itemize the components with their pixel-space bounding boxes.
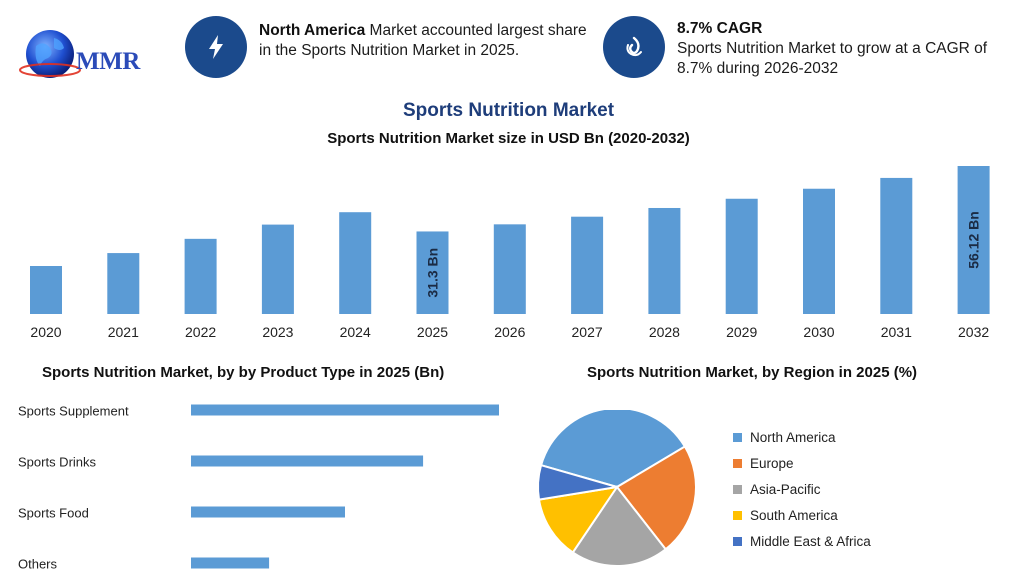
legend-label: Europe <box>750 455 794 471</box>
bar-2028 <box>648 207 681 314</box>
lightning-icon <box>185 16 247 78</box>
pie-slice-middle-east-africa <box>537 463 618 501</box>
legend-swatch <box>733 536 742 546</box>
pie-slice-south-america <box>537 485 620 554</box>
info1-text: Market accounted largest share in the Sp… <box>259 22 587 59</box>
bar-2025 <box>416 231 449 314</box>
product-chart-title: Sports Nutrition Market, by by Product T… <box>42 364 445 381</box>
legend-swatch <box>733 458 742 468</box>
legend-label: North America <box>750 429 836 445</box>
pie-slice-asia-pacific <box>571 485 668 567</box>
info-north-america: North America Market accounted largest s… <box>259 21 589 61</box>
legend-item: Asia-Pacific <box>733 476 871 502</box>
x-tick-label: 2032 <box>958 324 989 340</box>
category-label: Others <box>18 557 58 570</box>
legend-label: Middle East & Africa <box>750 533 871 549</box>
hbar-sports-supplement <box>191 404 499 416</box>
region-legend: North America Europe Asia-Pacific South Ame… <box>733 424 871 554</box>
bar-2022 <box>184 238 217 314</box>
market-size-bar-chart: 2020 2021 2022 2023 2024 2025 31.3 Bn 2026 2027 2… <box>30 166 990 340</box>
hbar-sports-food <box>191 506 345 518</box>
growth-icon <box>603 16 665 78</box>
legend-label: South America <box>750 507 838 523</box>
x-tick-label: 2026 <box>494 324 525 340</box>
legend-item: South America <box>733 502 871 528</box>
legend-swatch <box>733 432 742 442</box>
category-label: Sports Supplement <box>18 404 129 419</box>
category-label: Sports Drinks <box>18 455 97 470</box>
hbar-others <box>191 557 270 569</box>
x-tick-label: 2023 <box>262 324 293 340</box>
bar-2032 <box>957 166 990 314</box>
bar-2023 <box>261 224 294 314</box>
globe-icon <box>19 30 81 78</box>
x-tick-label: 2030 <box>803 324 834 340</box>
legend-swatch <box>733 510 742 520</box>
bar-2030 <box>803 188 835 314</box>
page-title: Sports Nutrition Market <box>402 100 615 121</box>
bar-2026 <box>493 224 526 314</box>
product-type-bar-chart: Sports Supplement Sports Drinks Sports Foo… <box>18 404 499 570</box>
bar-2021 <box>107 253 140 314</box>
region-pie-chart <box>537 410 697 567</box>
mmr-logo: MMR <box>14 18 154 90</box>
pie-slice-europe <box>615 445 697 551</box>
info2-bold: 8.7% CAGR <box>677 20 763 37</box>
bar-chart-title: Sports Nutrition Market size in USD Bn (… <box>327 130 690 147</box>
info1-bold: North America <box>259 22 366 39</box>
x-tick-label: 2027 <box>572 324 603 340</box>
region-chart-title: Sports Nutrition Market, by Region in 20… <box>587 364 918 381</box>
x-tick-label: 2031 <box>881 324 912 340</box>
x-tick-label: 2024 <box>340 324 371 340</box>
x-tick-label: 2025 <box>417 324 448 340</box>
info2-text: Sports Nutrition Market to grow at a CAG… <box>677 40 988 77</box>
legend-item: North America <box>733 424 871 450</box>
category-label: Sports Food <box>18 506 89 521</box>
data-label: 31.3 Bn <box>425 248 441 298</box>
x-tick-label: 2021 <box>108 324 139 340</box>
bar-2029 <box>725 198 758 314</box>
info-cagr: 8.7% CAGR Sports Nutrition Market to gro… <box>677 19 1007 79</box>
legend-label: Asia-Pacific <box>750 481 821 497</box>
bar-2027 <box>571 216 604 314</box>
logo-text: MMR <box>76 48 140 75</box>
bar-2024 <box>339 212 372 314</box>
hbar-sports-drinks <box>191 455 424 467</box>
legend-item: Middle East & Africa <box>733 528 871 554</box>
data-label: 56.12 Bn <box>966 211 982 269</box>
legend-swatch <box>733 484 742 494</box>
legend-item: Europe <box>733 450 871 476</box>
bar-2031 <box>880 177 913 314</box>
x-tick-label: 2020 <box>30 324 61 340</box>
x-tick-label: 2028 <box>649 324 680 340</box>
bar-2020 <box>30 266 62 314</box>
x-tick-label: 2022 <box>185 324 216 340</box>
x-tick-label: 2029 <box>726 324 757 340</box>
